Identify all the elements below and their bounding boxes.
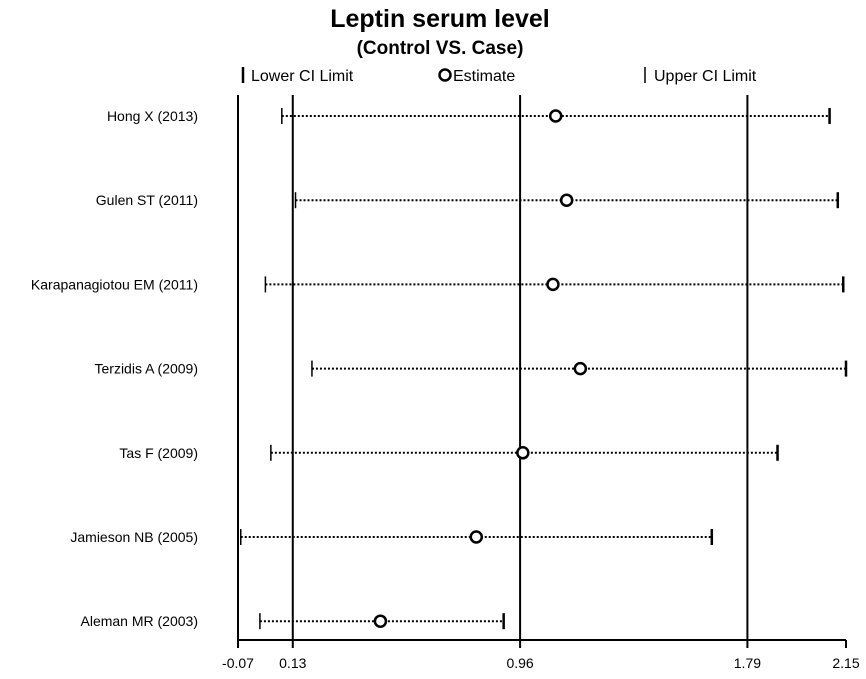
study-label: Terzidis A (2009) bbox=[95, 361, 199, 377]
estimate-marker bbox=[573, 361, 588, 376]
legend: Lower CI Limit Estimate Upper CI Limit bbox=[241, 67, 757, 85]
estimate-marker bbox=[516, 446, 530, 460]
x-tick-label: 1.79 bbox=[734, 655, 761, 671]
study-label: Jamieson NB (2005) bbox=[70, 529, 198, 545]
x-tick-label: -0.07 bbox=[222, 655, 254, 671]
x-tick-label: 0.13 bbox=[279, 655, 306, 671]
study-label: Hong X (2013) bbox=[107, 108, 198, 124]
x-tick-label: 0.96 bbox=[506, 655, 533, 671]
study-label: Karapanagiotou EM (2011) bbox=[31, 276, 198, 292]
estimate-marker bbox=[373, 614, 388, 628]
estimate-marker bbox=[469, 530, 484, 544]
x-tick-label: 2.15 bbox=[832, 655, 859, 671]
chart-subtitle: (Control VS. Case) bbox=[357, 38, 524, 59]
x-axis: -0.07 0.13 0.96 1.79 2.15 bbox=[222, 639, 860, 671]
study-label: Aleman MR (2003) bbox=[81, 613, 199, 629]
estimate-marker bbox=[548, 109, 563, 123]
legend-estimate-label: Estimate bbox=[453, 68, 515, 85]
study-label: Gulen ST (2011) bbox=[96, 192, 198, 208]
legend-upper-ci-label: Upper CI Limit bbox=[654, 68, 757, 85]
chart-title: Leptin serum level bbox=[330, 5, 550, 33]
estimate-marker bbox=[546, 277, 560, 292]
legend-estimate-marker bbox=[438, 68, 452, 82]
study-label: Tas F (2009) bbox=[119, 445, 198, 461]
plot-area: Hong X (2013) Gulen ST (2011) Karapanagiot… bbox=[31, 95, 848, 640]
legend-lower-ci-label: Lower CI Limit bbox=[251, 68, 354, 85]
estimate-marker bbox=[559, 193, 574, 207]
